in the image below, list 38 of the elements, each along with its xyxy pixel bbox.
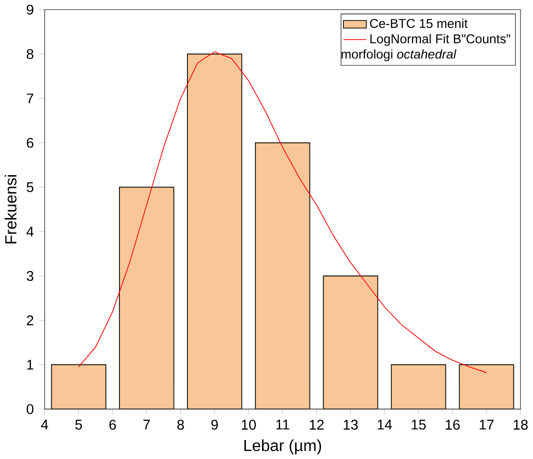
x-tick-label: 14	[378, 420, 392, 430]
x-axis-title: Lebar (µm)	[244, 439, 322, 454]
y-tick-label: 2	[26, 315, 34, 326]
y-tick-label: 4	[26, 226, 34, 236]
y-tick-label: 8	[26, 49, 34, 60]
y-tick-label: 5	[26, 182, 34, 192]
legend-label: Ce-BTC 15 menit	[370, 18, 468, 28]
x-tick-label: 6	[109, 420, 116, 430]
x-tick-label: 15	[412, 420, 426, 430]
x-tick-label: 8	[177, 420, 184, 430]
bar	[458, 364, 514, 410]
x-tick-label: 18	[514, 420, 528, 430]
y-tick-label: 0	[26, 404, 34, 414]
bar	[187, 54, 242, 410]
y-tick-label: 3	[26, 270, 34, 281]
bar	[255, 142, 310, 410]
x-tick-label: 10	[242, 420, 256, 430]
bar	[391, 364, 446, 410]
x-tick-label: 12	[310, 420, 324, 430]
bar	[51, 364, 106, 410]
y-tick-label: 9	[26, 4, 34, 15]
x-tick-label: 11	[276, 420, 290, 430]
bar	[323, 276, 378, 410]
y-tick-label: 6	[26, 138, 34, 148]
x-tick-label: 13	[344, 420, 358, 430]
x-tick-label: 9	[211, 420, 218, 430]
x-tick-label: 7	[143, 420, 150, 430]
y-axis-title: Frekuensi	[4, 175, 16, 244]
x-tick-label: 17	[480, 420, 494, 430]
x-tick-label: 5	[75, 420, 82, 430]
y-tick-label: 7	[26, 94, 34, 104]
bar	[119, 187, 174, 410]
x-tick-label: 16	[446, 420, 460, 430]
line-series	[78, 51, 487, 374]
y-tick-label: 1	[27, 360, 34, 370]
legend-label: LogNormal Fit B"Counts"	[370, 34, 510, 46]
x-tick-label: 4	[41, 420, 48, 430]
annotation: morfologi octahedral	[342, 49, 456, 62]
